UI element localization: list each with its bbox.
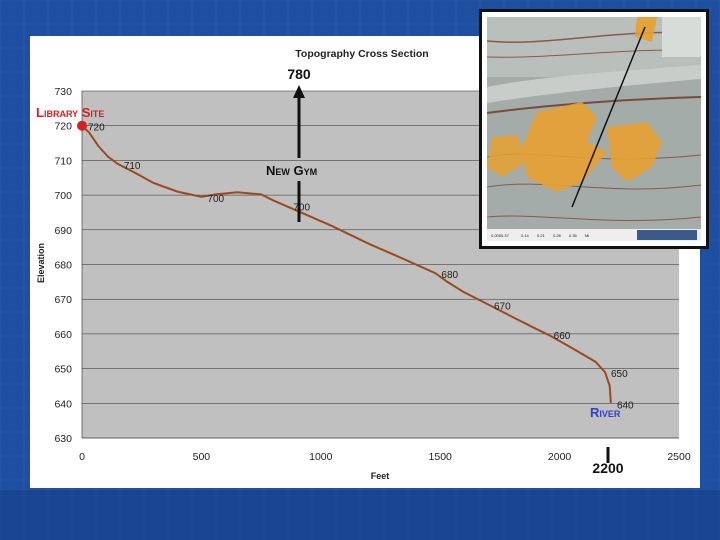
- point-label: 650: [611, 369, 628, 380]
- y-tick-label: 650: [54, 364, 72, 376]
- map-image: 0.0050.37 0.14 0.21 0.28 0.35 Mi: [487, 17, 701, 241]
- y-tick-label: 680: [54, 260, 72, 272]
- y-tick-label: 710: [54, 155, 72, 167]
- y-tick-label: 640: [54, 398, 72, 410]
- x-tick-label: 1000: [309, 451, 333, 463]
- y-tick-label: 720: [54, 121, 72, 133]
- map-scale-2: 0.21: [537, 233, 546, 238]
- y-tick-label: 730: [54, 86, 72, 98]
- x-axis-label: Feet: [371, 471, 390, 481]
- map-scale-unit: Mi: [585, 233, 589, 238]
- x-tick-label: 2500: [667, 451, 691, 463]
- point-labels: 720 710 700 700 680 670 660 650 640: [88, 123, 634, 412]
- map-scale-0: 0.0050.37: [491, 233, 510, 238]
- y-tick-label: 690: [54, 225, 72, 237]
- map-scale-1: 0.14: [521, 233, 530, 238]
- x-tick-label: 0: [79, 451, 85, 463]
- x-tick-label: 2000: [548, 451, 572, 463]
- y-axis-label: Elevation: [36, 243, 46, 283]
- map-scale-4: 0.35: [569, 233, 578, 238]
- x-tick-label: 500: [193, 451, 211, 463]
- map-logo: [637, 230, 697, 240]
- point-label: 700: [293, 203, 310, 214]
- map-inset: 0.0050.37 0.14 0.21 0.28 0.35 Mi: [479, 9, 709, 249]
- chart-title: Topography Cross Section: [295, 48, 428, 60]
- river-label: River: [590, 405, 621, 420]
- point-label: 670: [494, 301, 511, 312]
- new-gym-label: New Gym: [266, 163, 317, 178]
- gym-up-arrow-head: [293, 85, 305, 98]
- point-label: 710: [124, 161, 141, 172]
- map-scale-3: 0.28: [553, 233, 562, 238]
- point-label: 700: [207, 194, 224, 205]
- y-tick-label: 630: [54, 433, 72, 445]
- y-tick-label: 670: [54, 294, 72, 306]
- y-tick-label: 660: [54, 329, 72, 341]
- aerial-map-graphic: 0.0050.37 0.14 0.21 0.28 0.35 Mi: [487, 17, 701, 241]
- point-label: 680: [441, 270, 458, 281]
- library-site-label: Library Site: [36, 105, 104, 120]
- y-tick-labels: 630 640 650 660 670 680 690 700 710 720 730: [54, 86, 72, 445]
- river-down-label: 2200: [592, 460, 623, 476]
- point-label: 720: [88, 123, 105, 134]
- library-site-marker: [77, 120, 87, 131]
- gym-up-label: 780: [287, 66, 311, 82]
- x-tick-label: 1500: [429, 451, 453, 463]
- point-label: 640: [617, 400, 634, 411]
- point-label: 660: [554, 331, 571, 342]
- y-tick-label: 700: [54, 190, 72, 202]
- elevation-line: [81, 124, 612, 404]
- x-tick-labels: 0 500 1000 1500 2000 2500: [79, 451, 691, 463]
